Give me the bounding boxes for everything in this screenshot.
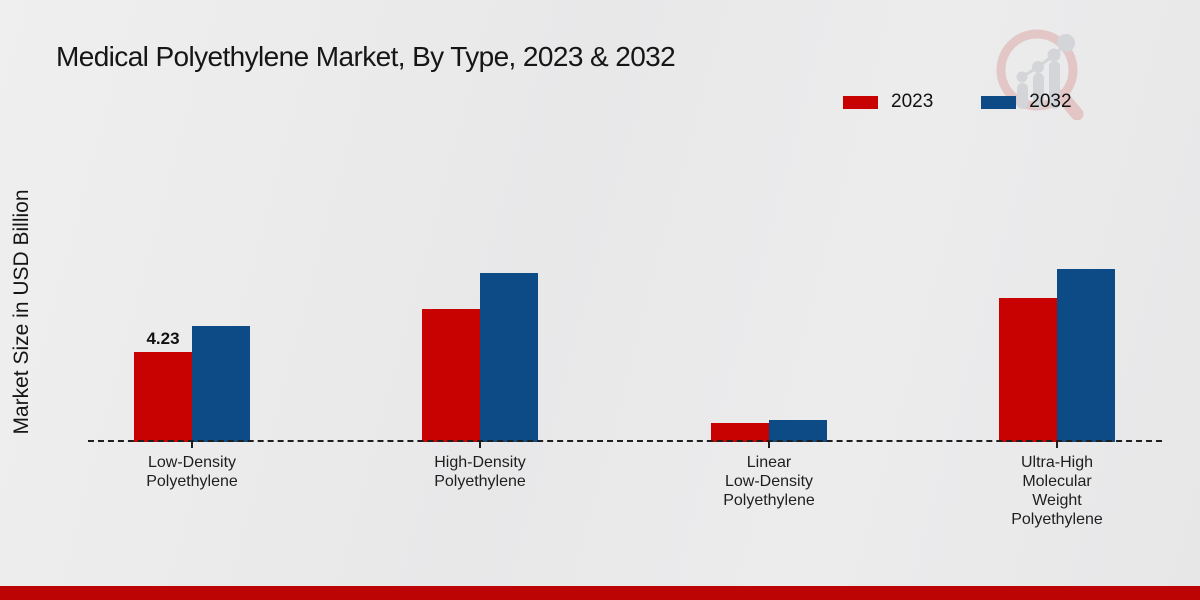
- legend-swatch-icon: [843, 95, 878, 109]
- legend-swatch-icon: [981, 95, 1017, 109]
- legend-label: 2023: [891, 91, 934, 112]
- y-axis-label: Market Size in USD Billion: [10, 189, 33, 435]
- axis-tick: [768, 442, 770, 448]
- magnifier-bar-chart-logo-icon: [996, 29, 1084, 120]
- category-label: Low-Density Polyethylene: [146, 454, 238, 490]
- axis-tick: [191, 442, 193, 448]
- legend-label: 2032: [1029, 91, 1072, 112]
- bar-2032-1: [480, 273, 538, 442]
- axis-tick: [1056, 442, 1058, 448]
- category-label: High-Density Polyethylene: [434, 454, 526, 490]
- plot-area: Low-Density Polyethylene High-Density Polye…: [88, 150, 1162, 528]
- category-label: Linear Low-Density Polyethylene: [723, 454, 815, 509]
- bar-2032-3: [1057, 269, 1115, 442]
- bar-2032-0: [192, 326, 250, 442]
- bar-value-label: 4.23: [146, 329, 180, 348]
- axis-tick: [479, 442, 481, 448]
- legend-item-2032: 2032: [981, 91, 1072, 113]
- category-label: Ultra-High Molecular Weight Polyethylene: [1011, 454, 1103, 528]
- footer-band: [0, 586, 1200, 600]
- chart-title: Medical Polyethylene Market, By Type, 20…: [56, 41, 676, 72]
- x-axis-baseline: [88, 440, 1162, 442]
- legend-item-2023: 2023: [843, 91, 933, 113]
- legend: 2023 2032: [843, 91, 1072, 113]
- bar-2023-2: [711, 423, 769, 442]
- bar-2023-1: [422, 309, 480, 442]
- bar-2023-0: [134, 352, 192, 442]
- bar-2023-3: [999, 298, 1057, 442]
- bar-2032-2: [769, 420, 827, 442]
